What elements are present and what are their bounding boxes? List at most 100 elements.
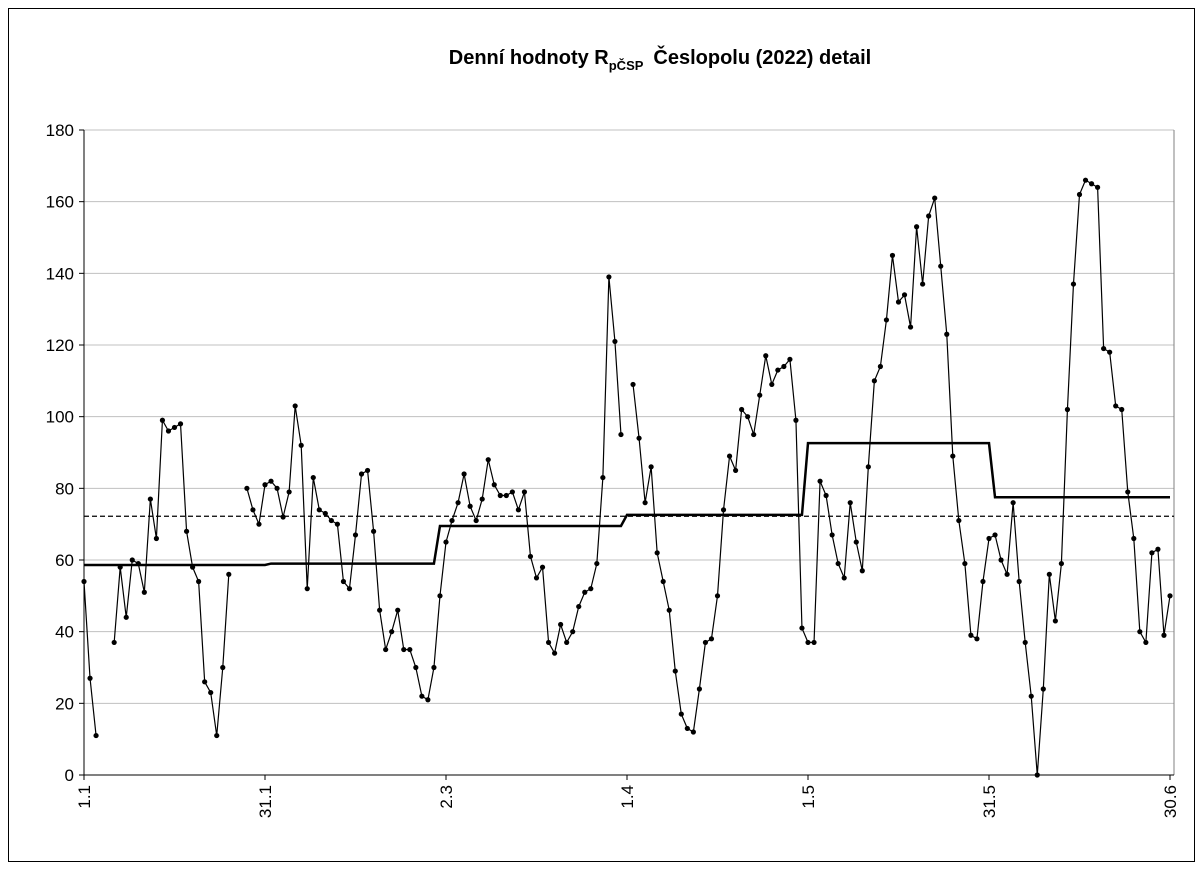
data-point [467, 503, 473, 509]
data-point [226, 571, 232, 577]
data-point [739, 406, 745, 413]
data-point [907, 324, 914, 330]
data-point [153, 535, 159, 542]
data-point [1107, 349, 1113, 355]
data-point [901, 292, 908, 298]
x-tick-label: 30.6 [1161, 785, 1180, 818]
data-point [1064, 406, 1071, 413]
chart-title: Denní hodnoty RpČSP Česlopolu (2022) deta… [449, 45, 872, 73]
data-point [684, 725, 690, 732]
data-point [244, 485, 250, 491]
data-point [877, 363, 884, 370]
data-point [823, 492, 829, 499]
data-point [256, 521, 262, 527]
data-point [588, 586, 594, 592]
data-point [950, 453, 956, 459]
data-point [775, 367, 781, 373]
data-point [1082, 177, 1089, 183]
data-point [159, 417, 166, 423]
x-tick-label: 31.1 [256, 785, 275, 818]
data-point [443, 539, 449, 545]
data-point [859, 568, 865, 574]
data-point [129, 557, 135, 563]
data-point [497, 492, 503, 499]
x-tick-label: 31.5 [980, 785, 999, 818]
data-point [847, 500, 853, 506]
data-point [93, 732, 99, 739]
data-point [974, 636, 980, 642]
data-point [208, 689, 214, 696]
y-tick-label: 140 [46, 264, 74, 283]
data-point [1113, 403, 1119, 409]
data-point [340, 578, 347, 585]
data-point [841, 575, 847, 581]
data-point [986, 535, 992, 542]
data-point [111, 639, 117, 646]
data-point [461, 471, 467, 477]
data-point [944, 331, 950, 337]
y-tick-label: 80 [55, 479, 74, 498]
data-point [346, 586, 353, 592]
data-point [666, 607, 672, 613]
data-point [1149, 550, 1155, 556]
data-point [425, 697, 431, 703]
data-point [377, 607, 383, 613]
y-tick-label: 40 [55, 623, 74, 642]
data-point [1016, 578, 1022, 585]
data-point [793, 417, 799, 423]
data-point [1034, 772, 1040, 778]
series-line [84, 441, 1170, 567]
data-point [383, 646, 389, 653]
data-point [805, 639, 811, 646]
data-point [322, 510, 328, 517]
data-point [509, 489, 515, 495]
data-point [1070, 281, 1077, 287]
data-point [1076, 191, 1083, 198]
data-point [787, 356, 793, 362]
data-point [521, 489, 528, 495]
data-point [220, 664, 226, 671]
data-point [968, 632, 974, 638]
data-point [395, 607, 401, 613]
data-point [214, 732, 220, 739]
data-point [545, 639, 552, 646]
data-point [1101, 345, 1107, 352]
data-point [177, 421, 184, 427]
data-point [690, 729, 696, 735]
x-tick-label: 1.4 [618, 785, 637, 809]
data-point [316, 507, 322, 513]
data-point [262, 482, 268, 488]
data-point [763, 353, 769, 359]
data-point [702, 639, 709, 646]
y-tick-label: 100 [46, 408, 74, 427]
data-point [1052, 618, 1058, 624]
data-point [1143, 639, 1149, 646]
x-tick-label: 1.1 [75, 785, 94, 809]
data-point [980, 578, 986, 585]
data-point [431, 664, 437, 671]
data-point [1161, 632, 1167, 638]
data-point [576, 603, 582, 610]
data-point [648, 464, 654, 470]
data-point [1088, 181, 1095, 187]
data-point [636, 435, 642, 441]
data-point [720, 507, 727, 513]
data-point [612, 338, 618, 345]
data-point [437, 593, 443, 599]
data-point [570, 629, 576, 635]
data-point [817, 478, 823, 484]
data-point [769, 381, 775, 388]
data-point [962, 560, 968, 567]
data-point [829, 532, 835, 538]
y-tick-label: 60 [55, 551, 74, 570]
data-point [811, 639, 817, 646]
data-point [527, 553, 534, 560]
data-point [1119, 406, 1125, 413]
data-point [1137, 629, 1143, 635]
data-point [183, 528, 190, 534]
data-point [708, 636, 715, 642]
data-point [600, 474, 606, 481]
data-point [1095, 184, 1101, 190]
data-point [1125, 489, 1131, 495]
